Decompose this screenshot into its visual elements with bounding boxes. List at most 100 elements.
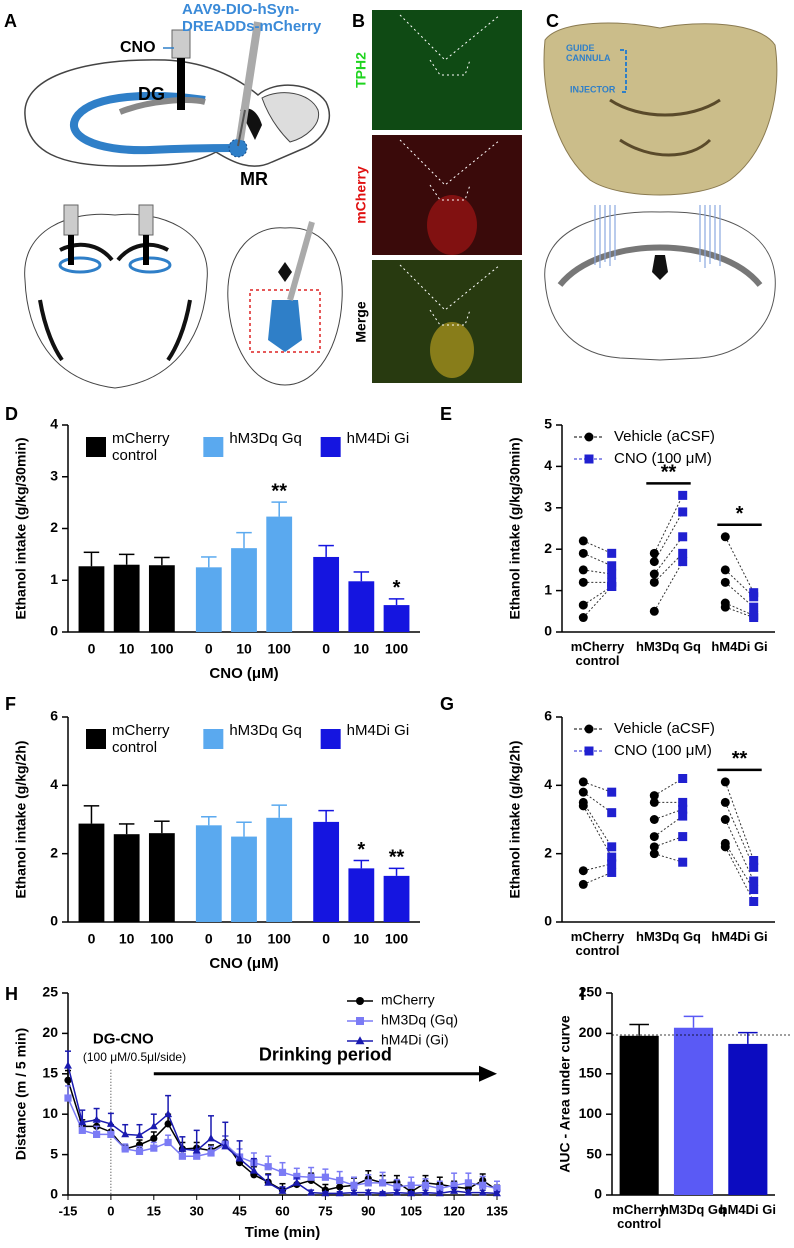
y-tick-label: 1	[50, 571, 58, 587]
aqueduct	[278, 262, 292, 282]
point	[649, 577, 659, 587]
point	[450, 1186, 459, 1194]
x-tick-label: hM3Dq Gq	[636, 930, 701, 944]
atlas-corpus	[557, 244, 763, 287]
point	[379, 1179, 387, 1187]
x-tick-label-box: mCherry control	[570, 640, 625, 669]
point	[93, 1130, 101, 1138]
panel-label: G	[440, 694, 454, 714]
point	[607, 561, 617, 571]
point	[749, 592, 759, 602]
syringe-needle	[237, 109, 246, 147]
x-tick-label: 100	[268, 931, 292, 947]
x-tick-label: mCherry control	[570, 640, 625, 669]
pair-line	[582, 586, 613, 618]
mcherry-signal	[427, 195, 477, 255]
cannula-bracket	[620, 49, 627, 93]
x-tick-label: 75	[318, 1203, 332, 1218]
y-tick-label: 0	[594, 1186, 602, 1202]
pair-line	[654, 836, 683, 848]
bar	[231, 836, 257, 922]
y-tick-label: 4	[50, 416, 58, 432]
point	[649, 797, 659, 807]
pair-line	[654, 853, 683, 863]
significance: *	[736, 503, 744, 525]
atlas-section	[544, 211, 776, 361]
point	[749, 856, 759, 865]
bar	[266, 516, 293, 632]
legend-label: mCherry control	[112, 431, 170, 464]
bar	[113, 834, 140, 922]
legend-marker	[584, 454, 594, 464]
x-tick-label: 100	[150, 641, 174, 657]
point	[164, 1138, 172, 1147]
point	[678, 548, 688, 558]
bar	[148, 565, 175, 632]
legend-marker	[584, 724, 594, 734]
y-tick-label: 3	[50, 467, 58, 483]
point	[335, 1189, 344, 1197]
x-tick-label-box: hM3Dq Gq	[636, 640, 701, 654]
dg-right	[128, 256, 172, 274]
y-tick-label: 2	[544, 540, 552, 556]
cannula-left	[63, 204, 79, 236]
x-tick-label: 10	[119, 641, 135, 657]
x-tick-label: 0	[107, 1203, 114, 1218]
point	[278, 1168, 287, 1176]
point	[720, 532, 730, 542]
x-tick-label: 10	[354, 641, 370, 657]
point	[421, 1188, 430, 1196]
y-tick-label: 4	[544, 457, 552, 473]
significance: **	[271, 480, 287, 502]
y-tick-label: 4	[50, 776, 58, 792]
pair-line	[724, 536, 755, 593]
bar	[313, 556, 340, 632]
point	[649, 569, 659, 579]
point	[193, 1152, 201, 1160]
bar	[313, 821, 340, 922]
x-tick-label-box: hM3Dq Gq	[636, 930, 701, 944]
point	[649, 815, 659, 824]
x-tick-label-box: hM4Di Gi	[711, 640, 767, 654]
point	[720, 777, 730, 787]
point	[749, 602, 759, 612]
point	[378, 1189, 387, 1197]
point	[720, 602, 730, 612]
y-tick-label: 4	[544, 776, 552, 792]
y-tick-label: 3	[544, 499, 552, 515]
point	[164, 1120, 172, 1128]
point	[436, 1184, 444, 1193]
x-tick-label-box: mCherry control	[571, 930, 624, 958]
point	[221, 1142, 230, 1150]
point	[478, 1188, 487, 1196]
point	[364, 1188, 373, 1196]
period-arrowhead	[479, 1065, 497, 1082]
point	[578, 777, 588, 787]
pair-line	[582, 802, 613, 848]
point	[678, 774, 688, 783]
x-axis-label: CNO (μM)	[209, 665, 278, 682]
legend-label-box: hM3Dq Gq	[229, 431, 302, 447]
legend-swatch	[320, 729, 341, 749]
point	[720, 815, 730, 824]
x-axis-label: CNO (μM)	[209, 955, 278, 972]
x-tick-label-box: mCherry control	[612, 1203, 665, 1231]
point	[393, 1183, 401, 1191]
legend-swatch	[203, 729, 224, 749]
point	[578, 787, 588, 797]
x-tick-label: 90	[361, 1203, 375, 1218]
point	[78, 1126, 86, 1134]
x-tick-label-box: hM3Dq Gq	[661, 1203, 726, 1217]
point	[607, 867, 617, 877]
point	[607, 859, 617, 869]
guide-label: GUIDE CANNULA	[566, 44, 611, 63]
significance: **	[389, 847, 405, 869]
panel-label: F	[5, 694, 16, 714]
x-axis-label: Time (min)	[245, 1224, 321, 1241]
point	[578, 613, 588, 623]
point	[578, 879, 588, 889]
pair-line	[654, 808, 683, 820]
point	[464, 1179, 472, 1187]
point	[678, 490, 688, 500]
point	[178, 1152, 186, 1160]
